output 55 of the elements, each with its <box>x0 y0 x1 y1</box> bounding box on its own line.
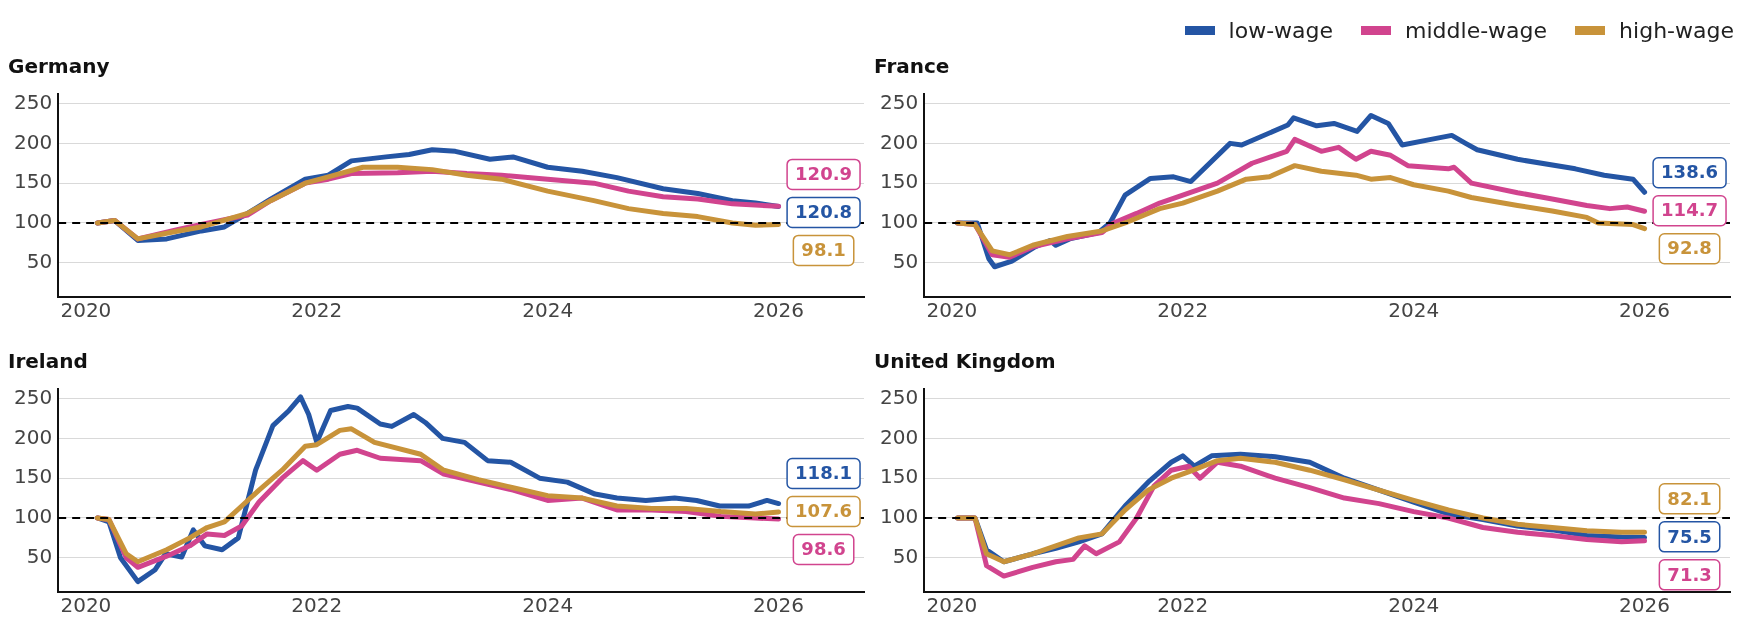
data-label: 120.8 <box>795 201 853 223</box>
x-tick-label: 2024 <box>522 298 574 323</box>
y-tick-label: 50 <box>26 543 53 568</box>
y-tick-label: 150 <box>879 169 919 194</box>
y-tick-label: 150 <box>879 464 919 489</box>
chart-title: Germany <box>8 54 110 79</box>
x-tick-label: 2026 <box>1619 593 1671 618</box>
x-tick-label: 2020 <box>926 593 978 618</box>
chart-title: United Kingdom <box>874 349 1056 374</box>
x-tick-label: 2020 <box>926 298 978 323</box>
y-tick-label: 250 <box>879 89 919 114</box>
data-label: 120.9 <box>795 163 853 185</box>
data-label: 138.6 <box>1661 161 1719 183</box>
data-label: 118.1 <box>795 462 853 484</box>
x-tick-label: 2026 <box>753 593 805 618</box>
y-tick-label: 250 <box>13 384 53 409</box>
x-tick-label: 2022 <box>1157 593 1209 618</box>
x-tick-label: 2026 <box>1619 298 1671 323</box>
y-tick-label: 100 <box>13 209 53 234</box>
y-tick-label: 200 <box>13 129 53 154</box>
data-label: 92.8 <box>1667 237 1712 259</box>
y-tick-label: 250 <box>13 89 53 114</box>
y-tick-label: 50 <box>892 248 919 273</box>
data-label: 82.1 <box>1667 487 1712 509</box>
x-tick-label: 2024 <box>522 593 574 618</box>
data-label: 71.3 <box>1667 563 1712 585</box>
chart-title: France <box>874 54 950 79</box>
x-tick-label: 2026 <box>753 298 805 323</box>
x-tick-label: 2024 <box>1388 593 1440 618</box>
y-tick-label: 250 <box>879 384 919 409</box>
y-tick-label: 100 <box>879 209 919 234</box>
y-tick-label: 50 <box>26 248 53 273</box>
data-label: 114.7 <box>1661 199 1719 221</box>
data-label: 98.6 <box>801 538 846 560</box>
data-label: 107.6 <box>795 500 853 522</box>
x-tick-label: 2024 <box>1388 298 1440 323</box>
y-tick-label: 100 <box>13 504 53 529</box>
legend-label: high-wage <box>1619 17 1734 43</box>
y-tick-label: 100 <box>879 504 919 529</box>
y-tick-label: 200 <box>879 129 919 154</box>
x-tick-label: 2022 <box>291 593 343 618</box>
y-tick-label: 50 <box>892 543 919 568</box>
legend-label: low-wage <box>1228 17 1334 43</box>
data-label: 98.1 <box>801 239 846 261</box>
x-tick-label: 2022 <box>1157 298 1209 323</box>
y-tick-label: 200 <box>13 424 53 449</box>
x-tick-label: 2020 <box>60 298 112 323</box>
y-tick-label: 200 <box>879 424 919 449</box>
data-label: 75.5 <box>1667 525 1712 547</box>
chart-title: Ireland <box>8 349 88 374</box>
legend-label: middle-wage <box>1405 17 1548 43</box>
x-tick-label: 2022 <box>291 298 343 323</box>
y-tick-label: 150 <box>13 169 53 194</box>
x-tick-label: 2020 <box>60 593 112 618</box>
y-tick-label: 150 <box>13 464 53 489</box>
